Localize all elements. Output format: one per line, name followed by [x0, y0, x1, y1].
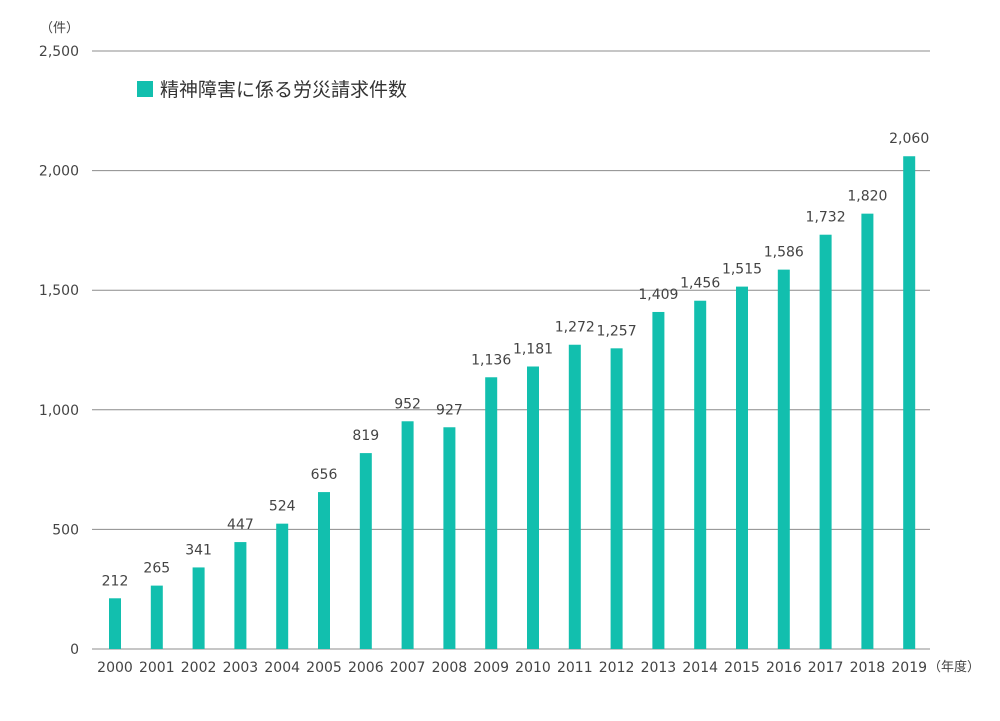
data-label: 1,586 [764, 245, 804, 261]
bar [234, 542, 247, 649]
x-tick-label: 2014 [682, 660, 718, 676]
data-label: 1,732 [806, 210, 846, 226]
x-tick-label: 2018 [850, 660, 886, 676]
legend: 精神障害に係る労災請求件数 [137, 79, 407, 101]
x-tick-label: 2004 [264, 660, 300, 676]
y-axis-tick-labels: 0 500 1,000 1,500 2,000 2,500 [39, 44, 79, 658]
bar [610, 348, 623, 649]
x-tick-label: 2016 [766, 660, 802, 676]
data-label: 341 [185, 542, 212, 558]
x-tick-label: 2001 [139, 660, 175, 676]
y-tick-label: 1,000 [39, 403, 79, 419]
bars [109, 156, 916, 650]
bar [485, 377, 498, 649]
data-label: 1,272 [555, 320, 595, 336]
data-label: 1,515 [722, 262, 762, 278]
bar [903, 156, 916, 650]
data-label: 524 [269, 499, 296, 515]
legend-swatch [137, 81, 153, 97]
data-label: 819 [352, 428, 379, 444]
x-tick-label: 2010 [515, 660, 551, 676]
y-tick-label: 2,500 [39, 44, 79, 60]
data-label: 1,409 [638, 287, 678, 303]
bar [694, 300, 707, 649]
data-label: 447 [227, 517, 254, 533]
data-label: 656 [311, 467, 338, 483]
data-label: 952 [394, 396, 421, 412]
bar [652, 311, 665, 649]
bar [819, 234, 832, 649]
y-tick-label: 1,500 [39, 283, 79, 299]
x-tick-label: 2013 [641, 660, 677, 676]
data-label: 1,820 [847, 189, 887, 205]
bar [401, 421, 414, 649]
data-label: 1,136 [471, 352, 511, 368]
x-tick-label: 2019 [891, 660, 927, 676]
bar [359, 453, 372, 649]
x-tick-label: 2000 [97, 660, 133, 676]
bar [443, 427, 456, 649]
data-label: 1,257 [597, 323, 637, 339]
x-tick-label: 2011 [557, 660, 593, 676]
bar [861, 213, 874, 649]
bar [150, 585, 163, 649]
bar [777, 269, 790, 649]
legend-label: 精神障害に係る労災請求件数 [160, 79, 407, 101]
x-axis-tick-labels: 2000 2001 2002 2003 2004 2005 2006 2007 2008 2009… [97, 660, 927, 676]
x-tick-label: 2008 [432, 660, 468, 676]
bar [568, 344, 581, 649]
y-axis-unit-label: （件） [40, 21, 79, 36]
y-tick-label: 500 [52, 522, 79, 538]
bar [527, 366, 539, 649]
data-label: 212 [102, 573, 129, 589]
x-tick-label: 2005 [306, 660, 342, 676]
x-tick-label: 2009 [473, 660, 509, 676]
bar [318, 492, 330, 649]
x-tick-label: 2012 [599, 660, 635, 676]
y-tick-label: 0 [70, 642, 79, 658]
bar [109, 598, 121, 649]
x-tick-label: 2007 [390, 660, 426, 676]
x-tick-label: 2003 [223, 660, 259, 676]
x-axis-unit-label: （年度） [928, 659, 980, 675]
data-label: 1,456 [680, 276, 720, 292]
bar [276, 523, 289, 649]
data-label: 265 [143, 561, 170, 577]
y-tick-label: 2,000 [39, 164, 79, 180]
x-tick-label: 2017 [808, 660, 844, 676]
data-label: 1,181 [513, 342, 553, 358]
bar [192, 567, 205, 649]
x-tick-label: 2002 [181, 660, 217, 676]
x-tick-label: 2015 [724, 660, 760, 676]
data-label: 927 [436, 402, 463, 418]
x-tick-label: 2006 [348, 660, 384, 676]
grid-lines [92, 50, 930, 650]
bar [736, 286, 748, 649]
data-label: 2,060 [889, 131, 929, 147]
